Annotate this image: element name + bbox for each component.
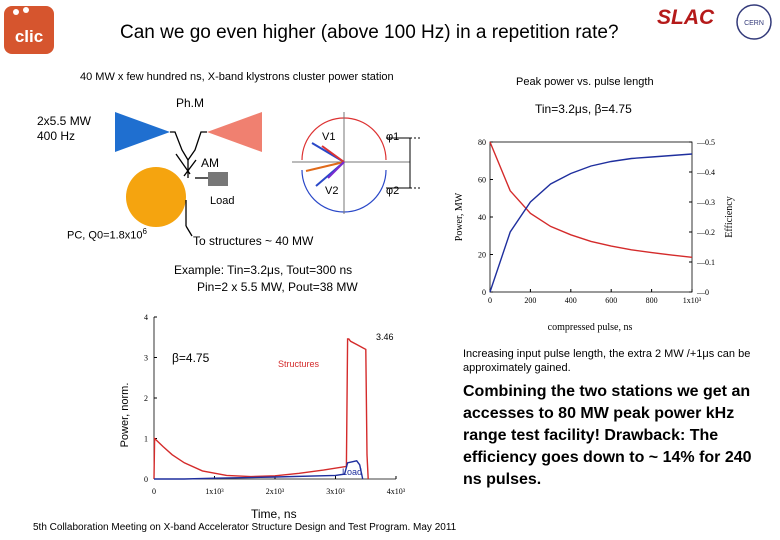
rf-diagram: V1 V2 φ1 φ2	[115, 112, 422, 237]
y2-tick-label: —0.2	[696, 228, 715, 237]
klystron-right	[207, 112, 262, 152]
x-tick-label: 600	[605, 296, 617, 305]
y2-tick-label: —0.1	[696, 258, 715, 267]
x-tick-label: 3x10³	[326, 487, 345, 496]
x-tick-label: 800	[646, 296, 658, 305]
load-label: Load	[210, 195, 235, 207]
phase-shifter-branch	[386, 137, 411, 189]
increase-note: Increasing input pulse length, the extra…	[463, 348, 751, 374]
load-block	[208, 172, 228, 186]
chart-power-vs-pulse: 0 200 400 600 800 1x10³ 0 20 40 60 80 —0 —0.1 —0.2 —0.…	[454, 138, 735, 333]
klystron-left	[115, 112, 170, 152]
y-tick-label: 2	[144, 394, 148, 403]
y-tick-label: 0	[482, 288, 486, 297]
slac-logo-text: SLAC	[657, 6, 715, 29]
cavity-label: PC, Q0=1.8x106	[67, 227, 147, 242]
y-tick-label: 1	[144, 435, 148, 444]
phi1-label: φ1	[386, 131, 399, 143]
x-tick-label: 0	[488, 296, 492, 305]
chart-right-y2label: Efficiency	[724, 196, 735, 237]
cern-logo: CERN	[736, 4, 772, 40]
chart-right-param: Tin=3.2μs, β=4.75	[535, 102, 632, 116]
phasor-vector	[321, 145, 345, 163]
y-tick-label: 4	[144, 313, 148, 322]
y-tick-label: 0	[144, 475, 148, 484]
chart-bottom-ylabel: Power, norm.	[119, 383, 131, 448]
series-line-structures	[153, 338, 369, 480]
cavity-label-exponent: 6	[142, 227, 147, 236]
clic-logo-dot	[13, 9, 19, 15]
x-tick-label: 200	[524, 296, 536, 305]
phase-modulator-label: Ph.M	[176, 96, 205, 110]
hybrid-waveguide	[170, 131, 207, 162]
phasor-vector	[327, 161, 345, 179]
example-line-2: Pin=2 x 5.5 MW, Pout=38 MW	[197, 280, 358, 294]
page-title: Can we go even higher (above 100 Hz) in …	[120, 22, 619, 43]
x-tick-label: 4x10³	[387, 487, 406, 496]
y-tick-label: 40	[478, 213, 486, 222]
phi2-label: φ2	[386, 185, 399, 197]
station-caption: 40 MW x few hundred ns, X-band klystrons…	[80, 71, 394, 83]
y-tick-label: 60	[478, 176, 486, 185]
chart-right-caption: Peak power vs. pulse length	[516, 76, 654, 88]
chart-right-ylabel: Power, MW	[454, 192, 465, 241]
v1-label: V1	[322, 131, 335, 143]
phasor-vector	[305, 161, 345, 172]
chart-bottom-beta-label: β=4.75	[172, 351, 210, 365]
y2-tick-label: —0.5	[696, 138, 715, 147]
to-structures-label: To structures ~ 40 MW	[193, 234, 314, 248]
cavity-label-text: PC, Q0=1.8x10	[67, 229, 143, 242]
output-waveguide	[185, 225, 193, 237]
clic-logo: clic	[4, 6, 54, 54]
chart-bottom-xlabel: Time, ns	[251, 507, 297, 521]
example-line-1: Example: Tin=3.2μs, Tout=300 ns	[174, 263, 353, 277]
phase-shifter-dash	[410, 137, 422, 189]
series-line-efficiency	[489, 153, 693, 293]
clic-logo-dot	[23, 7, 29, 13]
clic-logo-text: clic	[15, 27, 43, 46]
chart-bottom-structures-label: Structures	[278, 359, 320, 369]
x-tick-label: 0	[152, 487, 156, 496]
y2-tick-label: —0.4	[696, 168, 715, 177]
chart-right-xlabel: compressed pulse, ns	[548, 322, 633, 333]
klystron-rep-label: 400 Hz	[37, 129, 76, 143]
y2-tick-label: —0	[696, 288, 709, 297]
x-tick-label: 1x10³	[683, 296, 702, 305]
x-tick-label: 1x10³	[205, 487, 224, 496]
chart-bottom-peak-label: 3.46	[376, 332, 394, 342]
v2-label: V2	[325, 185, 338, 197]
am-arm	[183, 159, 197, 177]
y-tick-label: 80	[478, 138, 486, 147]
clic-logo-background	[4, 6, 54, 54]
cern-logo-ring	[736, 4, 772, 40]
series-line-load	[154, 460, 364, 480]
pulse-compressor-cavity	[126, 167, 186, 227]
y2-tick-label: —0.3	[696, 198, 715, 207]
klystron-power-label: 2x5.5 MW	[37, 114, 92, 128]
y-tick-label: 20	[478, 251, 486, 260]
y-tick-label: 3	[144, 354, 148, 363]
x-tick-label: 400	[565, 296, 577, 305]
footer: 5th Collaboration Meeting on X-band Acce…	[33, 522, 457, 533]
slac-logo: SLAC	[657, 6, 715, 29]
amplitude-modulator-label: AM	[201, 156, 219, 170]
x-tick-label: 2x10³	[266, 487, 285, 496]
combine-note: Combining the two stations we get an acc…	[463, 383, 752, 488]
cern-logo-text: CERN	[744, 20, 764, 27]
chart-bottom-load-label: Load	[342, 467, 362, 477]
series-line-power	[489, 141, 693, 258]
